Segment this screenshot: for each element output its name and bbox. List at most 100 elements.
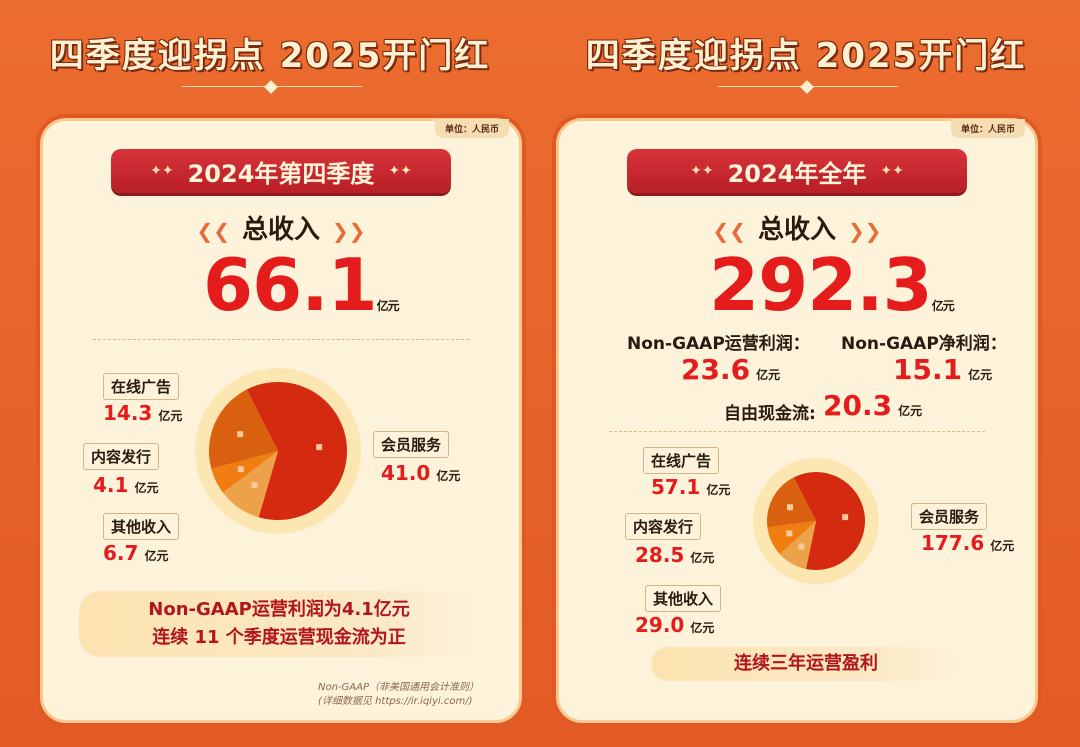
separator [609, 431, 985, 432]
total-revenue-label: ❮❮ 总收入 ❯❯ [43, 209, 519, 246]
value-text: 28.5 [635, 543, 685, 567]
segment-value-ad: 14.3 亿元 [103, 401, 182, 425]
divider-ornament [182, 80, 362, 94]
pie-slice-在线广告 [209, 389, 278, 469]
pie-marker [786, 530, 793, 537]
card-full-year: 单位：人民币 ✦✦ 2024年全年 ✦✦ ❮❮ 总收入 ❯❯ 292.3亿元 Non-G… [556, 118, 1038, 723]
unit-suffix: 亿元 [158, 409, 183, 423]
banner-full-year: ✦✦ 2024年全年 ✦✦ [627, 149, 967, 193]
total-label-text: 总收入 [757, 215, 836, 245]
segment-label-content: 内容发行 [625, 513, 702, 540]
pie-chart-q4 [195, 368, 361, 534]
segment-value-ad: 57.1 亿元 [651, 475, 730, 499]
headline-left: 四季度迎拐点 2025开门红 [49, 36, 491, 76]
sparkle-icon: ✦✦ [690, 163, 714, 179]
total-revenue-value: 66.1亿元 [203, 243, 400, 327]
pie-chart-full-year [753, 458, 879, 584]
net-profit-label: Non-GAAP净利润： [841, 334, 1007, 354]
total-revenue-label: ❮❮ 总收入 ❯❯ [559, 209, 1035, 246]
note-line: Non-GAAP运营利润为4.1亿元 [148, 599, 410, 620]
banner-q4: ✦✦ 2024年第四季度 ✦✦ [111, 149, 451, 193]
pie-marker [251, 482, 258, 489]
footnote-link[interactable]: (详细数据见 https://ir.iqiyi.com/) [317, 696, 473, 707]
chevron-icon: ❮❮ [196, 219, 230, 243]
value-text: 41.0 [381, 461, 431, 485]
segment-value-other: 6.7 亿元 [103, 541, 168, 565]
chevron-icon: ❯❯ [332, 219, 366, 243]
unit-suffix: 亿元 [144, 549, 169, 563]
separator [93, 339, 469, 340]
fcf-value: 20.3 亿元 [823, 389, 922, 422]
note-line: 连续 11 个季度运营现金流为正 [152, 627, 406, 648]
pie-marker [316, 444, 323, 451]
segment-label-other: 其他收入 [103, 513, 180, 540]
unit-suffix: 亿元 [931, 299, 955, 313]
unit-label: 单位：人民币 [434, 119, 509, 138]
segment-label-content: 内容发行 [83, 443, 160, 470]
banner-text: 2024年全年 [727, 159, 867, 188]
unit-suffix: 亿元 [990, 539, 1015, 553]
segment-label-member: 会员服务 [373, 431, 450, 458]
sparkle-icon: ✦✦ [880, 163, 904, 179]
pie-slice-会员服务 [246, 382, 347, 520]
value-text: 6.7 [103, 541, 139, 565]
footnote: Non-GAAP（非美国通用会计准则） (详细数据见 https://ir.iq… [318, 681, 479, 709]
banner-text: 2024年第四季度 [187, 159, 375, 188]
total-revenue-value: 292.3亿元 [709, 243, 955, 327]
pie-marker [237, 431, 244, 438]
pie-marker [786, 504, 793, 511]
pie-marker [842, 514, 849, 521]
pie-slice-其他收入 [779, 521, 816, 569]
pie-slice-会员服务 [793, 472, 865, 570]
chevron-icon: ❯❯ [848, 219, 882, 243]
value-text: 15.1 [893, 353, 963, 386]
segment-label-ad: 在线广告 [643, 447, 720, 474]
highlight-note: 连续三年运营盈利 [651, 647, 961, 681]
op-profit-value: 23.6 亿元 [681, 353, 780, 386]
unit-suffix: 亿元 [898, 404, 923, 418]
value-text: 57.1 [651, 475, 701, 499]
total-value-text: 292.3 [709, 243, 933, 327]
segment-value-content: 28.5 亿元 [635, 543, 714, 567]
value-text: 4.1 [93, 473, 129, 497]
value-text: 20.3 [823, 389, 893, 422]
footnote-line: Non-GAAP（非美国通用会计准则） [317, 682, 479, 693]
sparkle-icon: ✦✦ [150, 163, 174, 179]
segment-label-member: 会员服务 [911, 503, 988, 530]
value-text: 29.0 [635, 613, 685, 637]
highlight-note: Non-GAAP运营利润为4.1亿元 连续 11 个季度运营现金流为正 [79, 591, 479, 657]
headline-right: 四季度迎拐点 2025开门红 [585, 36, 1027, 76]
divider-ornament [718, 80, 898, 94]
fcf-label: 自由现金流: [724, 404, 816, 424]
unit-suffix: 亿元 [690, 621, 715, 635]
unit-suffix: 亿元 [376, 299, 400, 313]
unit-suffix: 亿元 [756, 368, 781, 382]
card-q4: 单位：人民币 ✦✦ 2024年第四季度 ✦✦ ❮❮ 总收入 ❯❯ 66.1亿元 在线广告… [40, 118, 522, 723]
segment-value-member: 177.6 亿元 [921, 531, 1014, 555]
net-profit-value: 15.1 亿元 [893, 353, 992, 386]
segment-value-member: 41.0 亿元 [381, 461, 460, 485]
sparkle-icon: ✦✦ [388, 163, 412, 179]
pie-marker [798, 543, 805, 550]
value-text: 14.3 [103, 401, 153, 425]
segment-value-content: 4.1 亿元 [93, 473, 158, 497]
pie-marker [237, 466, 244, 473]
segment-label-other: 其他收入 [645, 585, 722, 612]
pie-slice-其他收入 [223, 451, 278, 518]
pie-slice-内容发行 [767, 521, 816, 555]
unit-label: 单位：人民币 [950, 119, 1025, 138]
op-profit-label: Non-GAAP运营利润： [627, 334, 810, 354]
unit-suffix: 亿元 [690, 551, 715, 565]
total-value-text: 66.1 [203, 243, 378, 327]
segment-value-other: 29.0 亿元 [635, 613, 714, 637]
unit-suffix: 亿元 [968, 368, 993, 382]
segment-label-ad: 在线广告 [103, 373, 180, 400]
unit-suffix: 亿元 [436, 469, 461, 483]
unit-suffix: 亿元 [134, 481, 159, 495]
chevron-icon: ❮❮ [712, 219, 746, 243]
total-label-text: 总收入 [241, 215, 320, 245]
unit-suffix: 亿元 [706, 483, 731, 497]
pie-slice-内容发行 [211, 451, 278, 493]
value-text: 23.6 [681, 353, 751, 386]
value-text: 177.6 [921, 531, 985, 555]
